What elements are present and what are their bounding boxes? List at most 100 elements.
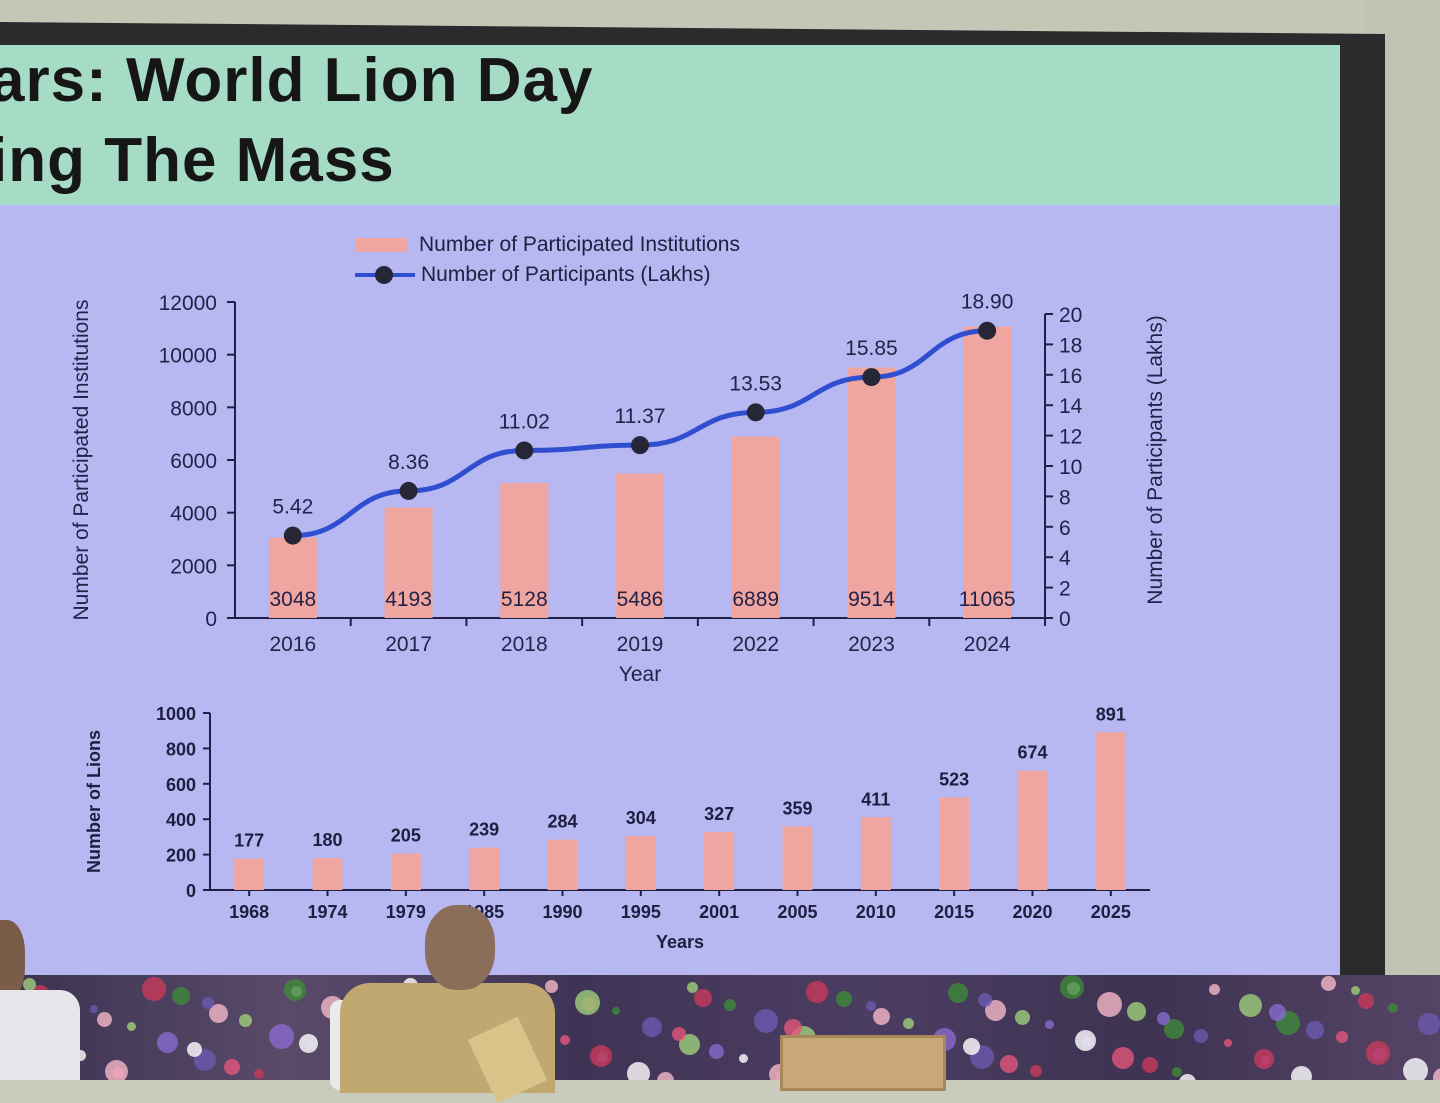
bar-institutions [268, 537, 317, 618]
lions-y-tick-label: 600 [166, 775, 196, 795]
lions-x-tick-label: 1974 [307, 902, 347, 922]
bar-value-label: 5128 [501, 588, 548, 611]
legend-item-institutions: Number of Participated Institutions [355, 230, 740, 260]
person-left [0, 920, 25, 1000]
lions-y-tick-label: 200 [166, 846, 196, 866]
lions-x-tick-label: 2025 [1091, 902, 1131, 922]
lions-value-label: 359 [782, 798, 812, 818]
bar-value-label: 4193 [385, 588, 432, 611]
y2-tick-label: 18 [1059, 334, 1082, 357]
bar-institutions [847, 367, 896, 618]
y2-tick-label: 4 [1059, 547, 1071, 570]
lions-y-tick-label: 800 [166, 739, 196, 759]
bar-value-label: 9514 [848, 588, 895, 611]
bar-lions [1017, 770, 1048, 890]
x-tick-label: 2019 [617, 633, 664, 656]
lions-x-tick-label: 1968 [229, 902, 269, 922]
y2-tick-label: 12 [1059, 426, 1082, 449]
y2-tick-label: 20 [1059, 304, 1082, 327]
bar-lions [782, 826, 813, 890]
legend-item-participants: Number of Participants (Lakhs) [355, 260, 740, 290]
lions-value-label: 180 [312, 830, 342, 850]
legend-label-institutions: Number of Participated Institutions [419, 233, 740, 256]
speaker-person [330, 905, 560, 1103]
legend-label-participants: Number of Participants (Lakhs) [421, 263, 711, 286]
lions-x-tick-label: 2010 [856, 902, 896, 922]
lions-x-axis-title: Years [656, 932, 704, 952]
y-tick-label: 8000 [170, 397, 217, 420]
x-tick-label: 2022 [732, 633, 779, 656]
bar-institutions [616, 473, 664, 618]
line-marker [978, 321, 997, 340]
y2-tick-label: 8 [1059, 486, 1071, 509]
line-marker [399, 481, 418, 500]
bar-institutions [500, 482, 549, 618]
y2-tick-label: 0 [1059, 608, 1071, 631]
x-tick-label: 2024 [964, 633, 1011, 656]
lions-value-label: 327 [704, 804, 734, 824]
bar-institutions [731, 436, 780, 618]
y-tick-label: 6000 [170, 450, 217, 473]
x-axis-title: Year [619, 663, 661, 686]
bar-value-label: 5486 [617, 588, 664, 611]
x-tick-label: 2018 [501, 633, 548, 656]
lions-x-tick-label: 1995 [621, 902, 661, 922]
lions-y-tick-label: 1000 [156, 704, 196, 724]
y-tick-label: 2000 [170, 555, 217, 578]
y-tick-label: 10000 [159, 345, 217, 368]
line-marker [631, 436, 649, 455]
y2-tick-label: 6 [1059, 517, 1071, 540]
lions-value-label: 177 [234, 831, 264, 851]
line-value-label: 18.90 [961, 291, 1014, 314]
projection-screen: ars: World Lion Day ing The Mass Number … [0, 45, 1340, 980]
lions-value-label: 891 [1096, 704, 1126, 724]
y2-tick-label: 16 [1059, 365, 1082, 388]
lions-value-label: 523 [939, 769, 969, 789]
line-value-label: 15.85 [845, 337, 898, 360]
line-value-label: 5.42 [272, 496, 313, 519]
y-tick-label: 4000 [170, 503, 217, 526]
line-marker [862, 368, 881, 387]
person-left-body [0, 990, 80, 1080]
chart-legend: Number of Participated Institutions Numb… [355, 230, 740, 290]
line-value-label: 8.36 [388, 451, 429, 474]
x-tick-label: 2023 [848, 633, 895, 656]
bar-lions [390, 853, 421, 890]
podium [780, 1035, 946, 1091]
y-tick-label: 12000 [159, 292, 217, 315]
line-value-label: 11.37 [615, 405, 666, 428]
lions-y-tick-label: 0 [186, 881, 196, 901]
bar-lions [312, 858, 343, 890]
slide-title-line-1: ars: World Lion Day [0, 46, 594, 115]
bar-swatch-icon [355, 238, 407, 252]
bar-institutions [384, 507, 433, 618]
y2-tick-label: 10 [1059, 456, 1082, 479]
lions-value-label: 674 [1017, 743, 1047, 763]
y2-tick-label: 2 [1059, 578, 1071, 601]
lions-value-label: 205 [391, 826, 421, 846]
line-value-label: 13.53 [729, 372, 782, 395]
x-tick-label: 2017 [385, 633, 432, 656]
bar-lions [625, 836, 656, 890]
lions-y-tick-label: 400 [166, 810, 196, 830]
lions-y-axis-title: Number of Lions [84, 730, 104, 873]
slide-title-line-2: ing The Mass [0, 126, 395, 195]
bar-lions [547, 839, 578, 890]
lions-x-tick-label: 1990 [542, 902, 582, 922]
bar-institutions [963, 326, 1012, 618]
bar-lions [1095, 732, 1126, 890]
participation-combo-chart: 0200040006000800010000120000246810121416… [70, 291, 1167, 952]
line-marker [746, 403, 765, 422]
bar-value-label: 11065 [959, 588, 1016, 611]
line-value-label: 11.02 [499, 410, 550, 433]
lions-x-tick-label: 1979 [386, 902, 426, 922]
line-marker [283, 526, 302, 545]
bar-lions [939, 797, 970, 890]
title-band: ars: World Lion Day ing The Mass [0, 45, 1340, 205]
lions-x-tick-label: 2005 [777, 902, 817, 922]
bar-lions [860, 817, 891, 890]
lions-value-label: 284 [547, 812, 577, 832]
bar-lions [469, 847, 500, 890]
bar-value-label: 3048 [269, 588, 316, 611]
line-marker [515, 441, 534, 460]
